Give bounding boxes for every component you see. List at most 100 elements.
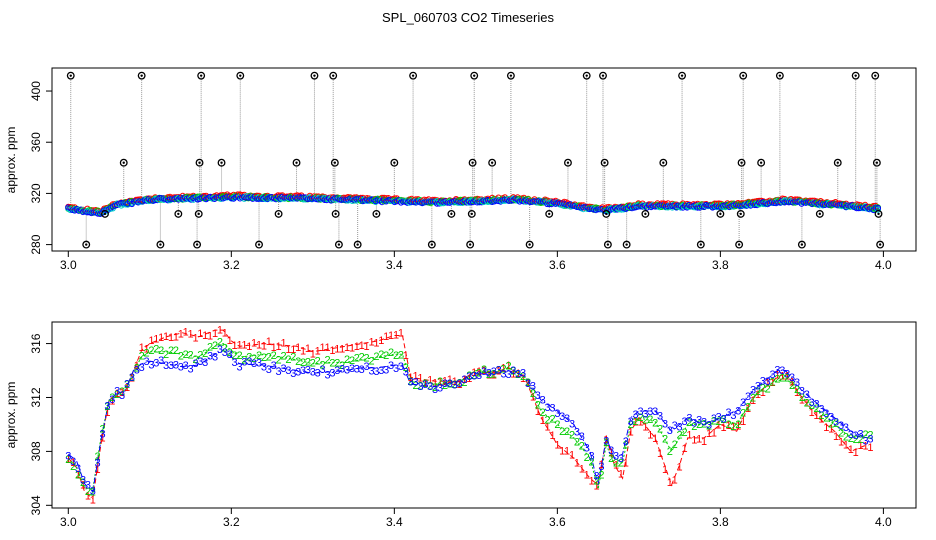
series-marker-2: 2	[70, 461, 76, 473]
series-marker-3: 3	[75, 463, 81, 475]
series-marker-1: 1	[256, 339, 262, 351]
series-marker-1: 1	[124, 382, 130, 394]
flagged-point	[678, 71, 687, 80]
series-marker-3: 3	[85, 479, 91, 491]
series-marker-1: 1	[515, 368, 521, 380]
series-marker-3: 3	[447, 378, 453, 390]
series-marker-2: 2	[804, 397, 810, 409]
series-marker-1: 1	[129, 372, 135, 384]
series-marker-2: 2	[305, 357, 311, 369]
series-marker-1: 1	[559, 446, 565, 458]
series-marker-2: 2	[608, 453, 614, 465]
series-marker-3: 3	[633, 409, 639, 421]
series-marker-2: 2	[378, 349, 384, 361]
series-marker-3: 3	[432, 384, 438, 396]
flagged-point-dot	[430, 243, 434, 246]
series-marker-2: 2	[403, 362, 409, 374]
series-marker-2: 2	[241, 355, 247, 367]
series-marker-3: 3	[80, 475, 86, 487]
flagged-point-dot	[103, 212, 107, 216]
series-marker-3: 3	[285, 365, 291, 377]
bottom-panel-x-tick-label: 3.2	[223, 515, 240, 529]
series-marker-1: 1	[290, 344, 296, 356]
series-marker-1: 1	[491, 370, 497, 382]
series-marker-3: 3	[789, 372, 795, 384]
series-marker-2: 2	[471, 370, 477, 382]
series-marker-3: 3	[192, 358, 198, 370]
flagged-point	[330, 158, 339, 167]
bottom-panel-y-label: approx. ppm	[4, 382, 18, 449]
series-marker-3: 3	[623, 436, 629, 448]
series-marker-3: 3	[202, 357, 208, 369]
series-marker-3: 3	[329, 367, 335, 379]
series-marker-2: 2	[721, 414, 727, 426]
series-marker-2: 2	[505, 360, 511, 372]
series-marker-2: 2	[818, 410, 824, 422]
flagged-point	[735, 240, 744, 249]
series-marker-3: 3	[843, 422, 849, 434]
series-marker-3: 3	[373, 366, 379, 378]
series-marker-2: 2	[530, 388, 536, 400]
series-marker-2: 2	[456, 378, 462, 390]
series-marker-1: 1	[686, 430, 692, 442]
series-marker-1: 1	[730, 422, 736, 434]
series-marker-2: 2	[593, 475, 599, 487]
flagged-point	[737, 158, 746, 167]
series-marker-1: 1	[549, 430, 555, 442]
series-marker-3: 3	[119, 390, 125, 402]
series-marker-3: 3	[662, 419, 668, 431]
series-marker-1: 1	[324, 342, 330, 354]
series-marker-1: 1	[368, 337, 374, 349]
top-panel-y-tick-label: 280	[29, 234, 43, 254]
series-marker-3: 3	[769, 369, 775, 381]
series-marker-2: 2	[129, 372, 135, 384]
series-marker-2: 2	[745, 402, 751, 414]
flagged-point-dot	[601, 74, 605, 77]
series-marker-1: 1	[652, 433, 658, 445]
flagged-point	[310, 71, 319, 80]
series-marker-1: 1	[109, 396, 115, 408]
flagged-point-dot	[644, 212, 647, 216]
series-marker-1: 1	[153, 334, 159, 346]
flagged-point	[195, 158, 204, 167]
series-marker-2: 2	[789, 380, 795, 392]
series-marker-1: 1	[427, 375, 433, 387]
series-marker-1: 1	[721, 422, 727, 434]
series-marker-1: 1	[393, 329, 399, 341]
series-marker-1: 1	[266, 336, 272, 348]
series-marker-1: 1	[354, 341, 360, 353]
series-marker-2: 2	[222, 342, 228, 354]
series-marker-1: 1	[725, 420, 731, 432]
flagged-point-dot	[332, 74, 335, 77]
series-marker-1: 1	[300, 346, 306, 358]
series-marker-1: 1	[545, 421, 551, 433]
flagged-point	[119, 158, 128, 167]
flagged-point-dot	[878, 243, 882, 246]
series-marker-2: 2	[510, 365, 516, 377]
series-marker-3: 3	[207, 351, 213, 363]
series-marker-2: 2	[251, 353, 257, 365]
series-marker-3: 3	[232, 357, 238, 369]
series-marker-1: 1	[217, 324, 223, 336]
series-marker-2: 2	[217, 337, 223, 349]
series-marker-3: 3	[364, 361, 370, 373]
series-marker-2: 2	[256, 350, 262, 362]
series-marker-3: 3	[99, 429, 105, 441]
series-marker-3: 3	[647, 406, 653, 418]
series-marker-3: 3	[315, 368, 321, 380]
series-marker-3: 3	[838, 420, 844, 432]
series-marker-1: 1	[540, 415, 546, 427]
series-marker-2: 2	[716, 416, 722, 428]
series-marker-3: 3	[867, 434, 873, 446]
series-line-1	[67, 329, 868, 500]
series-marker-1: 1	[745, 403, 751, 415]
series-marker-1: 1	[672, 474, 678, 486]
series-marker-2: 2	[686, 417, 692, 429]
series-marker-3: 3	[579, 431, 585, 443]
series-marker-2: 2	[730, 421, 736, 433]
series-marker-1: 1	[305, 343, 311, 355]
series-marker-2: 2	[188, 350, 194, 362]
series-marker-1: 1	[691, 434, 697, 446]
series-marker-2: 2	[481, 364, 487, 376]
series-marker-1: 1	[510, 368, 516, 380]
